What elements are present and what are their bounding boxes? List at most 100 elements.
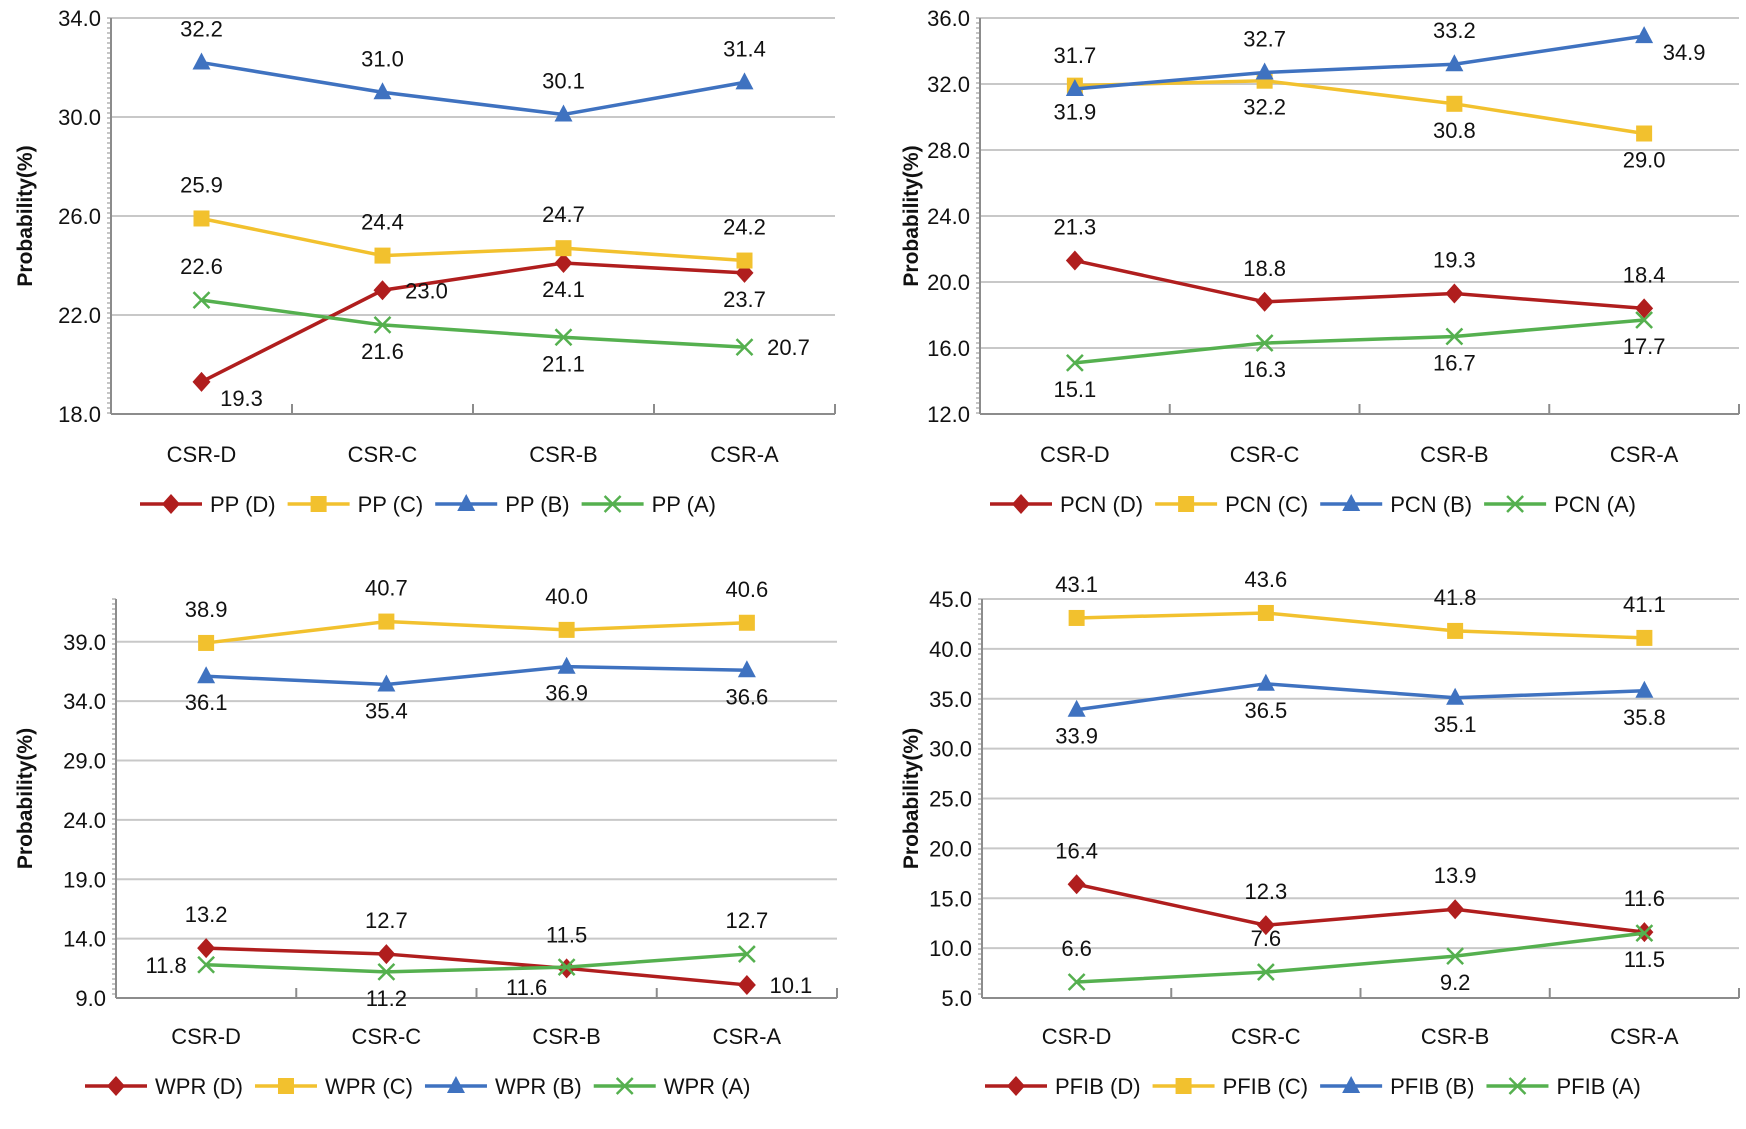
data-label: 19.3: [220, 386, 263, 411]
x-tick-label: CSR-B: [1420, 442, 1488, 467]
data-label: 36.1: [185, 690, 228, 715]
data-point-C: [378, 613, 395, 630]
data-label: 12.3: [1244, 879, 1287, 904]
data-label: 32.2: [1243, 95, 1286, 120]
y-tick-label: 12.0: [927, 402, 970, 427]
data-point-B: [1635, 680, 1654, 698]
data-point-B: [192, 52, 211, 70]
data-label: 30.1: [542, 69, 585, 94]
data-point-A: [1255, 334, 1274, 352]
y-tick-label: 29.0: [63, 749, 106, 774]
data-point-A: [1256, 963, 1275, 981]
legend-label: WPR (C): [325, 1074, 413, 1099]
chart-panel-1: 12.0 16.0 20.0 24.0 28.0 32.0 36.0 CSR-D CSR-C CS…: [900, 6, 1740, 517]
legend-item: PP (D): [140, 492, 276, 517]
legend-marker-B: [446, 1076, 465, 1093]
data-label: 11.2: [366, 986, 407, 1011]
data-label: 36.9: [545, 681, 588, 706]
data-point-C: [738, 614, 755, 631]
x-tick-label: CSR-A: [1610, 442, 1679, 467]
legend-item: WPR (C): [254, 1074, 413, 1099]
legend-item: PCN (A): [1484, 492, 1636, 517]
data-point-C: [198, 634, 215, 651]
data-point-C: [1636, 629, 1653, 646]
data-label: 20.7: [767, 335, 810, 360]
legend-item: PP (A): [581, 492, 716, 517]
data-label: 23.7: [723, 287, 766, 312]
data-point-D: [377, 944, 396, 965]
x-tick-label: CSR-B: [532, 1024, 600, 1049]
legend-label: PFIB (B): [1390, 1074, 1474, 1099]
data-label: 19.3: [1433, 248, 1476, 273]
y-tick-label: 14.0: [63, 927, 106, 952]
legend-item: PP (B): [435, 492, 570, 517]
legend-item: WPR (D): [85, 1074, 243, 1099]
data-point-C: [1636, 125, 1653, 142]
legend-label: WPR (D): [155, 1074, 243, 1099]
data-label: 41.1: [1623, 592, 1666, 617]
data-point-D: [1256, 915, 1275, 936]
x-tick-label: CSR-D: [171, 1024, 241, 1049]
x-tick-label: CSR-D: [167, 442, 237, 467]
legend-marker-D: [1007, 1076, 1025, 1096]
legend-label: PCN (D): [1060, 492, 1143, 517]
legend-marker-B: [457, 494, 476, 511]
legend-marker-D: [1012, 494, 1030, 514]
data-label: 38.9: [185, 597, 228, 622]
y-axis-label: Probability(%): [900, 145, 923, 286]
x-tick-label: CSR-A: [710, 442, 779, 467]
x-tick-label: CSR-A: [1610, 1024, 1679, 1049]
series-line-B: [1074, 34, 1645, 91]
data-point-B: [735, 72, 754, 90]
legend-marker-C: [1178, 496, 1195, 512]
data-label: 24.2: [723, 215, 766, 240]
data-point-B: [1635, 26, 1654, 44]
data-point-C: [1446, 95, 1463, 112]
data-label: 40.7: [365, 576, 408, 601]
data-point-B: [1445, 54, 1464, 72]
data-label: 24.7: [542, 202, 585, 227]
data-label: 31.4: [723, 36, 766, 61]
data-point-A: [1065, 353, 1084, 372]
legend-marker-C: [1175, 1078, 1192, 1094]
data-point-B: [1256, 673, 1275, 691]
legend-marker-B: [1342, 494, 1361, 511]
legend-label: PCN (C): [1225, 492, 1308, 517]
data-point-D: [1446, 899, 1465, 920]
data-point-D: [373, 280, 392, 301]
data-point-C: [558, 621, 575, 638]
data-label: 32.2: [180, 17, 223, 42]
data-point-C: [555, 240, 572, 257]
data-point-A: [1445, 327, 1464, 346]
legend-item: WPR (B): [424, 1074, 582, 1099]
legend-label: PFIB (C): [1223, 1074, 1309, 1099]
series-line-A: [201, 298, 745, 349]
chart-panel-2: 9.0 14.0 19.0 24.0 29.0 34.0 39.0 CSR-D CSR-C CSR…: [14, 576, 838, 1099]
data-point-A: [737, 945, 756, 963]
x-tick-label: CSR-C: [1230, 442, 1300, 467]
data-label: 36.6: [725, 684, 768, 709]
legend-label: PP (C): [358, 492, 424, 517]
data-point-D: [192, 371, 211, 392]
data-label: 40.6: [725, 577, 768, 602]
data-point-D: [554, 253, 573, 274]
y-tick-label: 16.0: [927, 336, 970, 361]
series-line-C: [201, 216, 745, 263]
legend-item: PFIB (D): [985, 1074, 1141, 1099]
data-label: 16.3: [1243, 357, 1286, 382]
y-tick-label: 15.0: [929, 886, 972, 911]
series-line-C: [205, 619, 747, 645]
data-point-A: [1067, 973, 1086, 991]
data-label: 25.9: [180, 172, 223, 197]
data-point-B: [1446, 687, 1465, 705]
y-tick-label: 24.0: [63, 808, 106, 833]
data-point-B: [557, 656, 576, 674]
data-label: 21.3: [1053, 215, 1096, 240]
data-point-B: [377, 674, 396, 692]
data-point-A: [554, 328, 573, 347]
legend-label: PP (D): [210, 492, 276, 517]
x-tick-label: CSR-B: [529, 442, 597, 467]
y-axis-label: Probability(%): [14, 145, 37, 286]
data-label: 24.4: [361, 210, 404, 235]
